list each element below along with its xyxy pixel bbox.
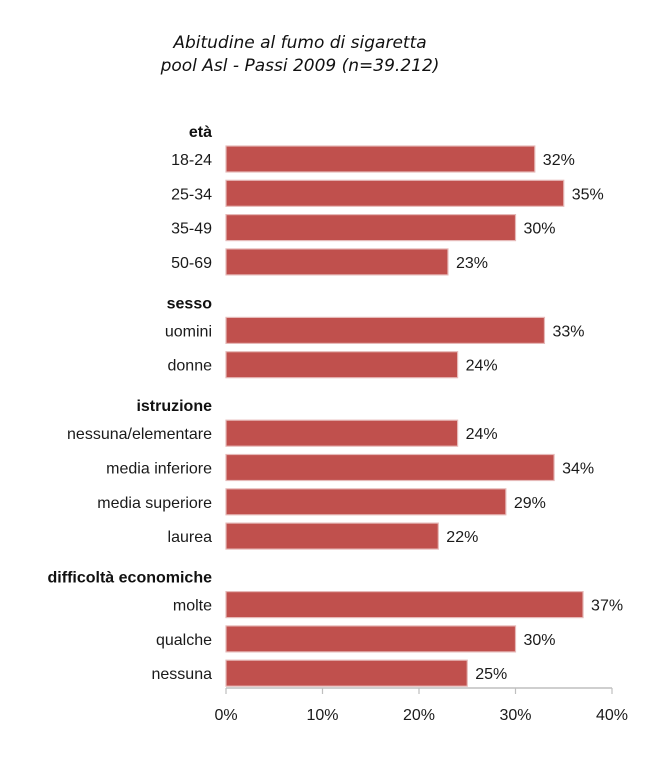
bar bbox=[225, 488, 507, 516]
chart-subtitle: pool Asl - Passi 2009 (n=39.212) bbox=[160, 56, 440, 76]
bar bbox=[225, 316, 546, 344]
data-label: 30% bbox=[524, 221, 556, 238]
data-label: 24% bbox=[466, 426, 498, 443]
bar bbox=[225, 590, 584, 619]
bar bbox=[225, 625, 517, 653]
data-label: 22% bbox=[446, 529, 478, 546]
category-label: donne bbox=[168, 358, 213, 375]
category-label: nessuna bbox=[152, 666, 213, 683]
data-label: 35% bbox=[572, 186, 604, 203]
category-label: 35-49 bbox=[171, 221, 212, 238]
category-label: media superiore bbox=[97, 495, 212, 512]
data-label: 30% bbox=[524, 632, 556, 649]
x-tick-label: 40% bbox=[596, 707, 628, 724]
data-label: 29% bbox=[514, 495, 546, 512]
category-label: qualche bbox=[156, 632, 212, 649]
bar bbox=[225, 351, 459, 379]
bar bbox=[225, 659, 468, 687]
data-label: 37% bbox=[591, 598, 623, 615]
bar bbox=[225, 522, 439, 550]
x-tick-label: 0% bbox=[214, 707, 237, 724]
data-label: 33% bbox=[552, 323, 584, 340]
bar bbox=[225, 214, 517, 242]
chart-title: Abitudine al fumo di sigaretta bbox=[173, 33, 427, 53]
category-label: molte bbox=[173, 598, 212, 615]
category-label: laurea bbox=[168, 529, 213, 546]
group-label: età bbox=[189, 124, 212, 141]
group-label: difficoltà economiche bbox=[48, 570, 213, 587]
category-label: 50-69 bbox=[171, 255, 212, 272]
category-label: 25-34 bbox=[171, 186, 212, 203]
data-label: 32% bbox=[543, 152, 575, 169]
bar bbox=[225, 248, 449, 276]
bar bbox=[225, 179, 565, 207]
bar bbox=[225, 145, 536, 173]
group-label: sesso bbox=[167, 295, 213, 312]
data-label: 23% bbox=[456, 255, 488, 272]
category-label: uomini bbox=[165, 323, 212, 340]
category-label: media inferiore bbox=[106, 461, 212, 478]
data-label: 24% bbox=[466, 358, 498, 375]
category-label: nessuna/elementare bbox=[67, 426, 212, 443]
data-label: 34% bbox=[562, 461, 594, 478]
category-label: 18-24 bbox=[171, 152, 212, 169]
bar bbox=[225, 453, 555, 482]
x-tick-label: 10% bbox=[306, 707, 338, 724]
x-tick-label: 30% bbox=[499, 707, 531, 724]
data-label: 25% bbox=[475, 666, 507, 683]
x-tick-label: 20% bbox=[403, 707, 435, 724]
group-label: istruzione bbox=[136, 398, 212, 415]
bar bbox=[225, 419, 459, 447]
